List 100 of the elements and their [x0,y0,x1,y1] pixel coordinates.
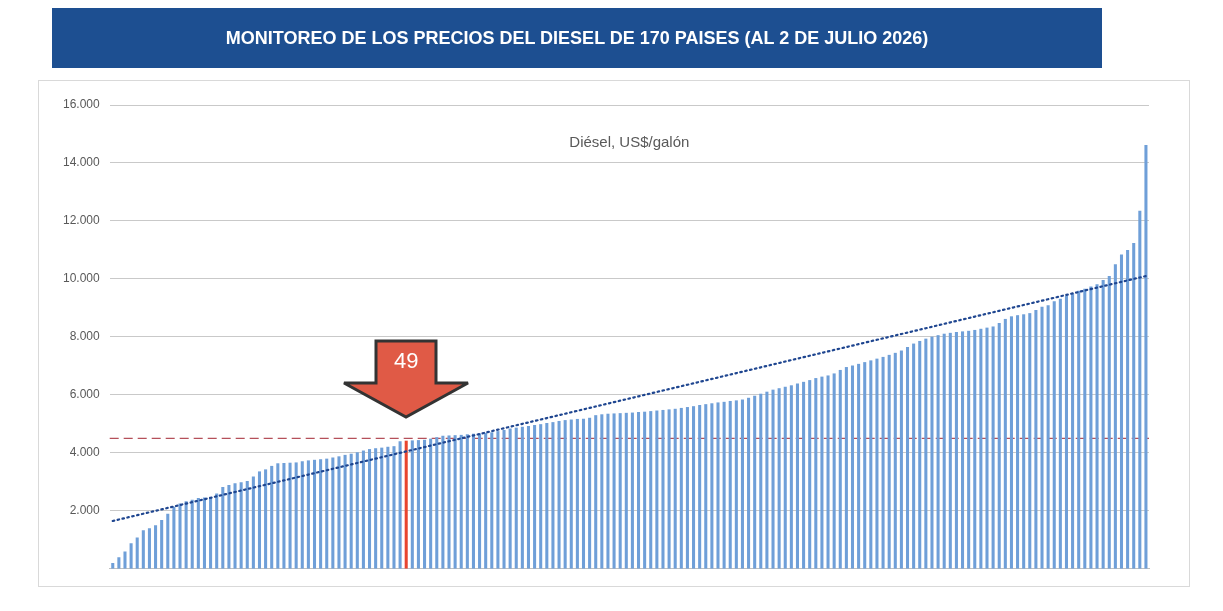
bar [526,425,531,569]
bar [1101,280,1105,569]
bar [392,446,396,569]
bar [545,422,549,569]
bar [239,482,243,569]
bar [374,448,378,569]
bar [282,463,286,569]
bar [300,461,304,569]
bar [447,435,451,569]
bar [594,415,598,569]
bar [936,335,940,569]
bar [178,503,182,569]
bar [728,400,732,569]
line-series [111,274,1148,523]
bar [410,440,414,569]
bar [172,506,176,569]
bar [1144,145,1148,569]
bar [838,369,842,569]
bar [948,332,952,569]
y-tick-label: 10.000 [63,271,101,286]
bar [129,543,133,569]
bar [215,493,219,569]
bar [190,499,194,569]
bar [312,459,317,569]
bar [618,413,622,569]
bar [575,418,579,569]
bar [496,431,500,569]
bar [795,383,799,569]
y-tick-label: 16.000 [63,97,101,112]
bar [685,407,689,569]
bar [630,412,634,569]
bar [844,367,848,569]
bar [533,425,537,569]
bar [600,414,604,569]
bar [563,420,567,569]
bar [924,338,928,569]
bar [227,485,231,569]
bar [808,380,812,569]
bar [398,441,402,569]
bar [471,433,475,569]
bar [979,328,983,569]
bar [753,395,757,569]
y-tick-label: 6.000 [69,387,101,402]
bar [997,322,1001,569]
bar [1071,293,1075,569]
bar [679,407,683,569]
bar [386,446,390,569]
bar [747,397,751,569]
bar [355,452,359,569]
bar [667,409,671,569]
bar [423,439,427,569]
bar [850,365,855,569]
bar [973,329,977,569]
bar [331,457,335,569]
bar [636,411,641,569]
y-tick-label: 12.000 [63,213,101,228]
bar [147,528,151,569]
bar [135,537,139,569]
bar [1064,296,1068,569]
bar [624,412,628,569]
bar [276,463,280,569]
bar [368,449,372,569]
bar [1022,314,1026,569]
bar [649,411,653,569]
bar [777,388,781,569]
bar [704,404,708,569]
annotation: 49 [392,347,420,374]
bar [899,350,903,569]
bar [502,429,506,569]
bar [117,557,121,569]
bar [435,437,439,569]
bar [1052,301,1056,569]
bar [306,460,310,569]
bar [710,403,714,569]
bar [985,327,989,569]
bar [863,362,867,569]
bar [783,386,787,569]
bar [1003,318,1007,569]
bar [551,422,555,569]
bar [1089,286,1093,569]
bar [734,400,738,569]
bar [698,405,702,569]
bar [1119,254,1124,569]
bar [1058,298,1062,569]
bar [771,389,775,569]
bar [1107,276,1111,569]
bar [478,433,482,569]
bar [160,520,164,569]
bar [918,340,922,569]
bar [581,418,586,569]
bar [202,497,206,569]
bar [820,376,824,569]
bar [881,356,885,569]
bar [1126,249,1130,569]
bar [484,432,488,569]
bar [875,358,879,569]
bar [740,399,744,569]
bar [655,410,659,569]
y-tick-label: 14.000 [63,155,101,170]
bar [606,413,610,569]
